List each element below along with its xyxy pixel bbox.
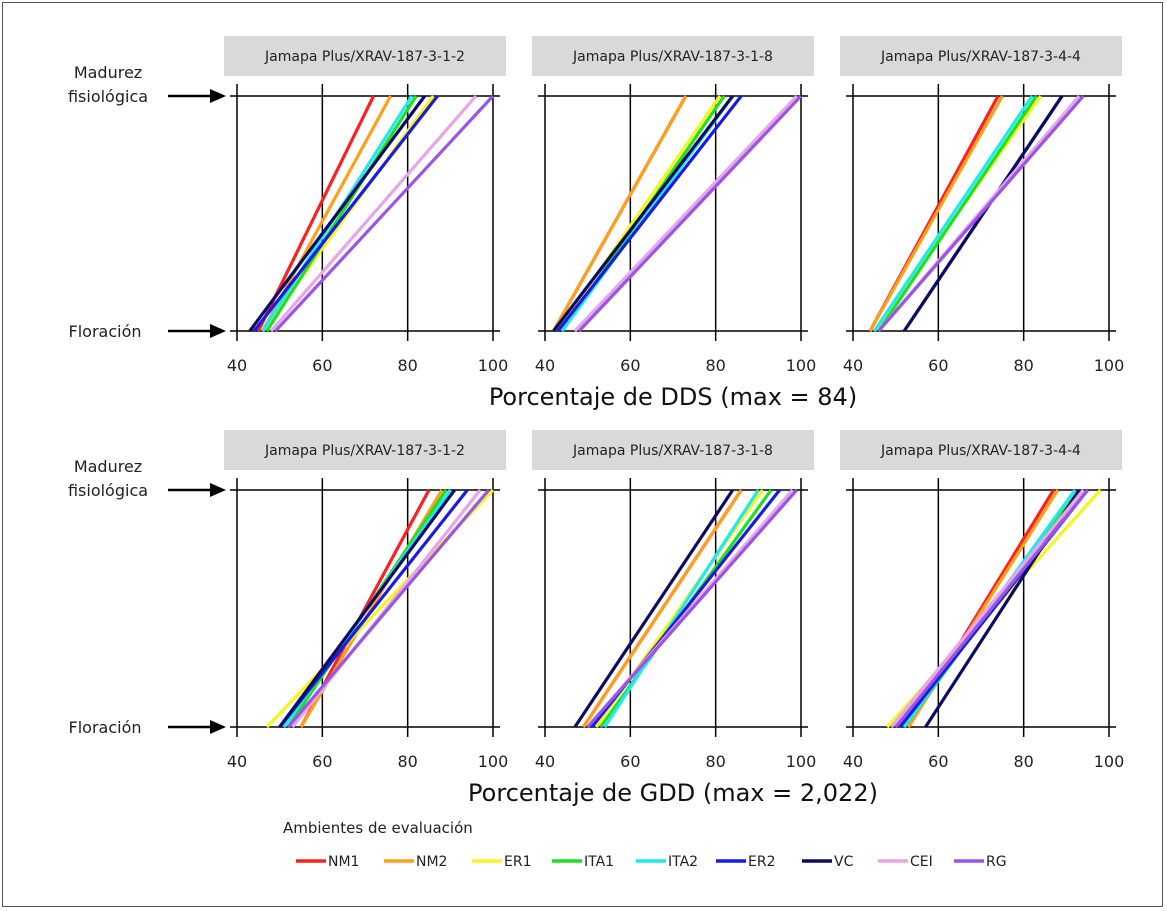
tick-label: 80 <box>1013 752 1033 771</box>
arrow-head-icon <box>210 483 226 497</box>
legend-label: VC <box>834 854 854 870</box>
legend-label: NM1 <box>328 854 359 870</box>
tick-label: 40 <box>535 356 555 375</box>
tick-label: 40 <box>227 356 247 375</box>
chart-row-1: Madurez fisiológica Floración Jamapa Plus/X… <box>68 36 1124 411</box>
tick-label: 40 <box>535 752 555 771</box>
series-line-er2 <box>252 95 439 332</box>
stage-label-floracion: Floración <box>69 718 142 737</box>
arrow-head-icon <box>210 89 226 103</box>
legend-title: Ambientes de evaluación <box>283 819 473 837</box>
tick-label: 100 <box>786 356 817 375</box>
series-line-rg <box>286 488 490 729</box>
series-line-rg <box>877 94 1085 333</box>
legend-label: ER1 <box>504 854 531 870</box>
tick-label: 60 <box>312 356 332 375</box>
series-line-vc <box>552 95 735 332</box>
tick-label: 80 <box>397 356 417 375</box>
tick-label: 100 <box>478 356 509 375</box>
legend-label: RG <box>986 854 1007 870</box>
series-line-er2 <box>278 489 469 728</box>
tick-label: 40 <box>227 752 247 771</box>
tick-label: 100 <box>786 752 817 771</box>
series-line-ita2 <box>873 95 1034 332</box>
series-line-vc <box>902 95 1064 332</box>
series-line-rg <box>894 488 1089 729</box>
panel-1-2: Jamapa Plus/XRAV-187-3-1-8 40 60 80 100 <box>532 36 816 375</box>
panel-2-3: Jamapa Plus/XRAV-187-3-4-4 40 60 80 100 <box>840 430 1124 771</box>
tick-label: 60 <box>620 752 640 771</box>
series-line-ita1 <box>265 95 418 332</box>
panel-1-3: Jamapa Plus/XRAV-187-3-4-4 40 60 80 100 <box>840 36 1124 375</box>
panel-strip <box>532 36 814 76</box>
panel-strip <box>532 430 814 470</box>
series-line-ita2 <box>603 489 760 728</box>
panel-title: Jamapa Plus/XRAV-187-3-1-8 <box>572 443 773 459</box>
series-line-cei <box>573 94 798 333</box>
series-line-ita1 <box>877 95 1038 332</box>
tick-label: 80 <box>1013 356 1033 375</box>
legend-label: ITA2 <box>668 854 698 870</box>
arrow-head-icon <box>210 324 226 338</box>
series-line-vc <box>278 489 456 728</box>
series-line-vc <box>573 489 735 728</box>
series-line-nm2 <box>552 95 688 332</box>
series-line-nm2 <box>868 95 1004 332</box>
stage-label-madurez: Madurez fisiológica <box>68 63 148 106</box>
series-line-cei <box>291 489 482 728</box>
panel-strip <box>840 430 1122 470</box>
tick-label: 40 <box>843 356 863 375</box>
tick-label: 100 <box>1094 752 1125 771</box>
tick-label: 80 <box>397 752 417 771</box>
panel-2-2: Jamapa Plus/XRAV-187-3-1-8 40 60 80 100 <box>532 430 816 771</box>
legend-label: CEI <box>910 854 933 870</box>
panel-1-1: Jamapa Plus/XRAV-187-3-1-2 40 60 80 100 <box>224 36 508 375</box>
series-line-rg <box>577 94 803 333</box>
panel-title: Jamapa Plus/XRAV-187-3-4-4 <box>880 49 1081 65</box>
legend-label: ER2 <box>748 854 775 870</box>
tick-label: 100 <box>1094 356 1125 375</box>
tick-label: 100 <box>478 752 509 771</box>
panel-strip <box>224 430 506 470</box>
panel-title: Jamapa Plus/XRAV-187-3-1-2 <box>264 49 465 65</box>
panel-strip <box>840 36 1122 76</box>
panel-title: Jamapa Plus/XRAV-187-3-1-8 <box>572 49 773 65</box>
series-line-rg <box>586 488 798 729</box>
series-line-vc <box>924 489 1081 728</box>
legend-label: ITA1 <box>584 854 614 870</box>
series-line-rg <box>274 94 495 333</box>
panel-title: Jamapa Plus/XRAV-187-3-4-4 <box>880 443 1081 459</box>
x-axis-title: Porcentaje de DDS (max = 84) <box>489 383 857 411</box>
tick-label: 60 <box>620 356 640 375</box>
arrow-head-icon <box>210 720 226 734</box>
tick-label: 40 <box>843 752 863 771</box>
series-line-cei <box>890 488 1085 729</box>
chart-row-2: Madurez fisiológica Floración Jamapa Plus/X… <box>68 430 1124 807</box>
stage-label-floracion: Floración <box>69 322 142 341</box>
tick-label: 80 <box>705 356 725 375</box>
panel-strip <box>224 36 506 76</box>
legend: Ambientes de evaluación NM1 NM2 ER1 ITA1 ITA2… <box>283 819 1007 870</box>
series-line-er2 <box>556 95 743 332</box>
x-axis-title: Porcentaje de GDD (max = 2,022) <box>468 779 878 807</box>
panel-2-1: Jamapa Plus/XRAV-187-3-1-2 40 60 80 100 <box>224 430 508 771</box>
series-line-vc <box>248 95 427 332</box>
panel-title: Jamapa Plus/XRAV-187-3-1-2 <box>264 443 465 459</box>
tick-label: 60 <box>312 752 332 771</box>
tick-label: 60 <box>928 356 948 375</box>
series-line-cei <box>269 94 478 333</box>
legend-label: NM2 <box>416 854 447 870</box>
stage-label-madurez: Madurez fisiológica <box>68 457 148 500</box>
tick-label: 80 <box>705 752 725 771</box>
tick-label: 60 <box>928 752 948 771</box>
series-line-nm2 <box>582 489 743 728</box>
